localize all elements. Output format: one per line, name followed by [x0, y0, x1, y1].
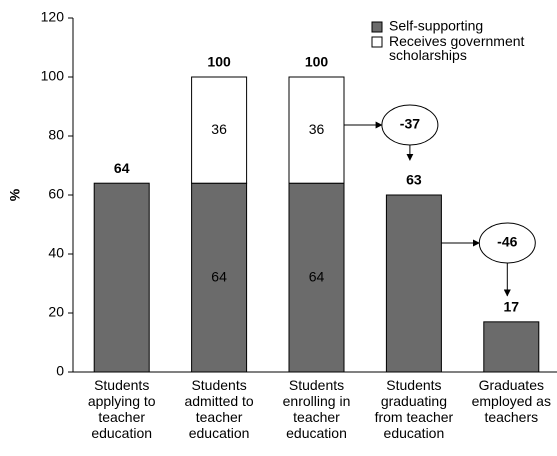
annotation-label: -37 — [400, 116, 420, 132]
y-tick-label: 120 — [41, 9, 65, 25]
y-axis-label: % — [7, 188, 23, 201]
segment-label: 36 — [309, 121, 325, 137]
bar-segment — [191, 182, 248, 373]
bar-segment — [191, 76, 248, 184]
x-tick-label: Students graduating from teacher education — [375, 377, 454, 441]
total-label: 100 — [207, 54, 231, 70]
x-tick-label: Students applying to teacher education — [88, 377, 156, 441]
total-label: 63 — [406, 172, 422, 188]
legend-label: Receives government scholarships — [389, 33, 525, 63]
total-label: 100 — [305, 54, 329, 70]
bar-segment — [385, 194, 442, 373]
y-tick-label: 20 — [48, 304, 64, 320]
y-tick-label: 40 — [48, 245, 64, 261]
segment-label: 64 — [211, 268, 227, 284]
total-label: 17 — [504, 299, 520, 315]
total-label: 64 — [114, 160, 130, 176]
legend-swatch — [371, 36, 383, 48]
x-tick-label: Students admitted to teacher education — [184, 377, 253, 441]
segment-label: 36 — [211, 121, 227, 137]
legend-label: Self-supporting — [389, 18, 483, 34]
legend-swatch — [371, 21, 383, 33]
x-tick-label: Graduates employed as teachers — [472, 377, 551, 425]
x-tick-label: Students enrolling in teacher education — [283, 377, 351, 441]
bar-segment — [483, 321, 540, 373]
y-tick-label: 100 — [41, 68, 65, 84]
segment-label: 64 — [309, 268, 325, 284]
y-tick-label: 80 — [48, 127, 64, 143]
bar-segment — [288, 182, 345, 373]
bar-segment — [93, 182, 150, 373]
annotation-label: -46 — [497, 234, 517, 250]
y-tick-label: 0 — [56, 363, 64, 379]
bar-segment — [288, 76, 345, 184]
y-tick-label: 60 — [48, 186, 64, 202]
